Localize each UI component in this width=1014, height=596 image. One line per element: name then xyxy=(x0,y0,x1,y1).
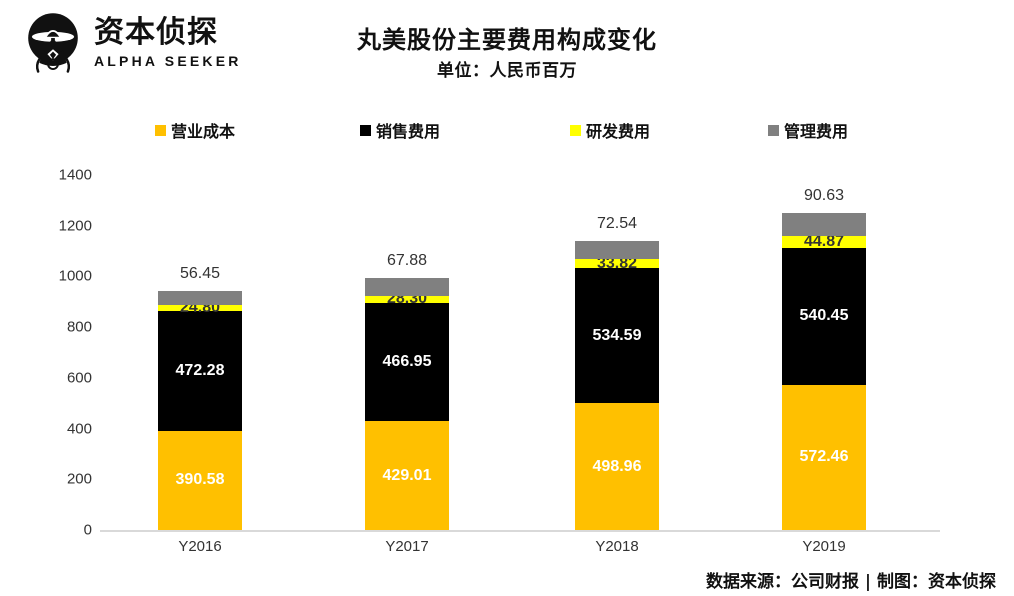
bar-total-top-label: 56.45 xyxy=(179,264,221,282)
bar-segment-研发费用[interactable]: 44.87 xyxy=(782,233,866,250)
bar-stack-y2019[interactable]: 572.46 540.45 44.87 90.63 xyxy=(782,0,866,596)
legend-item-3[interactable]: 研发费用 xyxy=(570,118,650,142)
legend-swatch-icon xyxy=(155,124,166,136)
bar-segment-研发费用[interactable]: 33.82 xyxy=(575,255,659,272)
bar-total-top-label: 72.54 xyxy=(596,214,638,232)
legend-swatch-icon xyxy=(570,124,581,136)
bar-segment-销售费用[interactable]: 534.59 xyxy=(575,267,659,404)
legend-item-2[interactable]: 销售费用 xyxy=(360,118,440,142)
y-axis: 1400 1200 1000 800 600 400 200 0 xyxy=(36,0,92,596)
bar-stack-y2017[interactable]: 429.01 466.95 28.30 67.88 xyxy=(365,0,449,596)
legend-swatch-icon xyxy=(360,124,371,136)
chart-title: 丸美股份主要费用构成变化 xyxy=(357,25,657,54)
bar-segment-营业成本[interactable]: 498.96 xyxy=(575,403,659,530)
bar-value-label: 472.28 xyxy=(175,362,225,380)
x-axis-tick-label: Y2017 xyxy=(385,538,429,555)
bar-value-label: 498.96 xyxy=(592,457,642,475)
legend-label: 销售费用 xyxy=(376,122,441,141)
bar-segment-营业成本[interactable]: 429.01 xyxy=(365,421,449,530)
y-axis-tick-label: 200 xyxy=(66,470,92,488)
bar-value-label: 390.58 xyxy=(175,471,225,489)
bar-segment-销售费用[interactable]: 540.45 xyxy=(782,247,866,385)
bar-value-label: 540.45 xyxy=(799,307,849,325)
bar-value-label: 429.01 xyxy=(382,466,432,484)
bar-total-top-label: 67.88 xyxy=(386,252,428,270)
bar-segment-管理费用[interactable] xyxy=(365,278,449,296)
source-note: 数据来源：公司财报 | 制图：资本侦探 xyxy=(705,572,996,592)
legend-label: 研发费用 xyxy=(586,122,651,141)
bar-segment-研发费用[interactable]: 28.30 xyxy=(365,290,449,307)
y-axis-tick-label: 800 xyxy=(66,318,92,336)
bar-segment-管理费用[interactable] xyxy=(575,240,659,260)
bar-total-top-label: 90.63 xyxy=(803,187,845,205)
x-axis-line xyxy=(100,530,940,532)
y-axis-tick-label: 1000 xyxy=(58,267,92,285)
legend-item-4[interactable]: 管理费用 xyxy=(768,118,848,142)
x-axis-tick-label: Y2019 xyxy=(802,538,846,555)
brand-logo-text: 资本侦探 ALPHA SEEKER xyxy=(94,15,242,69)
y-axis-tick-label: 1400 xyxy=(58,166,92,184)
bar-segment-营业成本[interactable]: 572.46 xyxy=(782,384,866,530)
bar-stack-y2018[interactable]: 498.96 534.59 33.82 72.54 xyxy=(575,0,659,596)
bar-segment-销售费用[interactable]: 466.95 xyxy=(365,302,449,422)
brand-name-cn: 资本侦探 xyxy=(94,15,218,50)
bar-segment-销售费用[interactable]: 472.28 xyxy=(158,311,242,431)
chart-subtitle: 单位：人民币百万 xyxy=(437,61,577,81)
legend-item-1[interactable]: 营业成本 xyxy=(155,118,235,142)
bar-value-label: 44.87 xyxy=(803,233,845,251)
x-axis-tick-label: Y2016 xyxy=(178,538,222,555)
bar-segment-营业成本[interactable]: 390.58 xyxy=(158,430,242,530)
detective-logo-icon xyxy=(28,13,78,73)
bar-segment-管理费用[interactable] xyxy=(158,290,242,305)
y-axis-tick-label: 0 xyxy=(83,521,92,539)
y-axis-tick-label: 1200 xyxy=(58,217,92,235)
bar-value-label: 534.59 xyxy=(592,326,642,344)
chart-legend: 营业成本 销售费用 研发费用 管理费用 xyxy=(155,118,915,142)
bar-segment-研发费用[interactable]: 24.80 xyxy=(158,299,242,316)
bar-stack-y2016[interactable]: 390.58 472.28 24.80 56.45 xyxy=(158,0,242,596)
bar-value-label: 572.46 xyxy=(799,448,849,466)
brand-name-en: ALPHA SEEKER xyxy=(94,53,242,69)
y-axis-tick-label: 600 xyxy=(66,369,92,387)
legend-label: 管理费用 xyxy=(784,122,849,141)
legend-swatch-icon xyxy=(768,124,779,136)
bar-value-label: 466.95 xyxy=(382,352,432,370)
legend-label: 营业成本 xyxy=(171,122,236,141)
y-axis-tick-label: 400 xyxy=(66,420,92,438)
bar-segment-管理费用[interactable] xyxy=(782,213,866,237)
x-axis-tick-label: Y2018 xyxy=(595,538,639,555)
brand-logo: 资本侦探 ALPHA SEEKER xyxy=(22,8,262,78)
